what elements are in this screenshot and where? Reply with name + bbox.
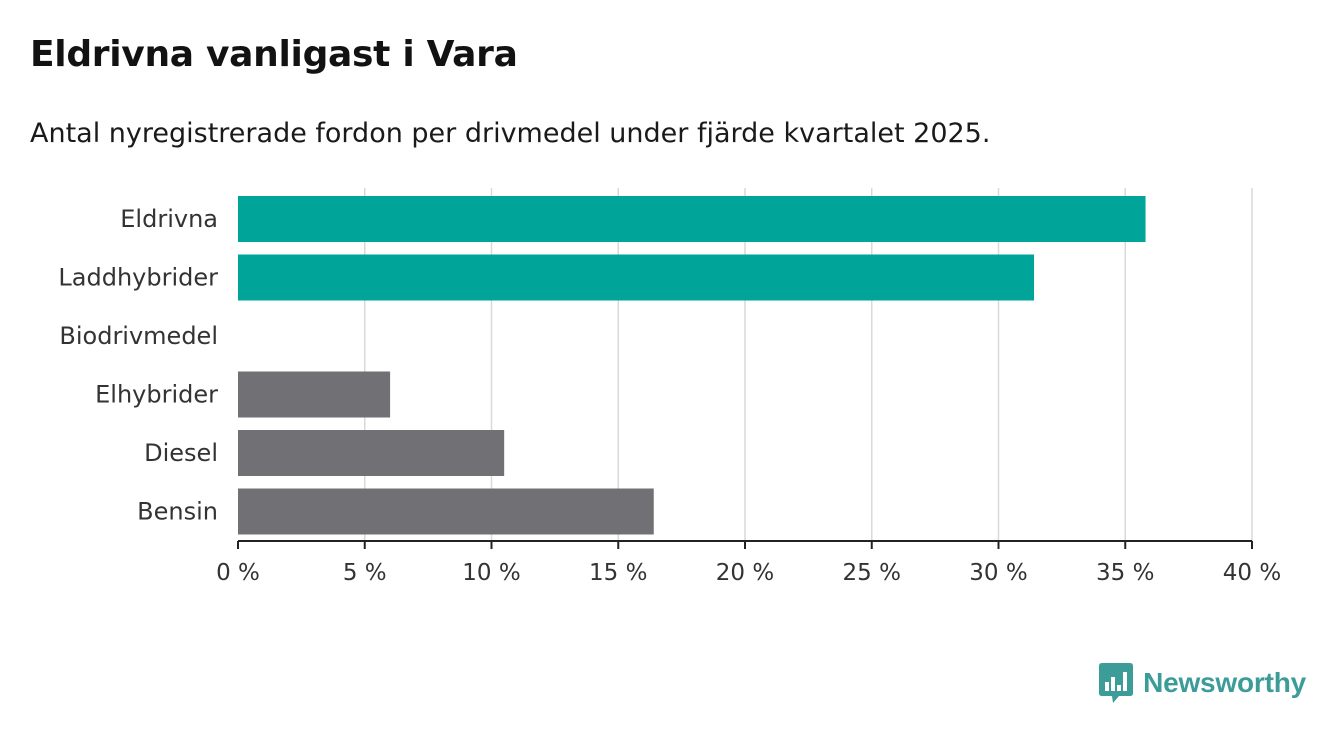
bar-chart-speech-bubble-icon bbox=[1099, 663, 1134, 703]
category-label: Bensin bbox=[137, 498, 218, 526]
x-tick-label: 40 % bbox=[1223, 560, 1281, 586]
category-label: Laddhybrider bbox=[58, 264, 218, 292]
category-label: Elhybrider bbox=[95, 381, 218, 409]
x-tick-label: 25 % bbox=[843, 560, 901, 586]
category-label: Diesel bbox=[144, 439, 218, 467]
x-tick-label: 5 % bbox=[343, 560, 387, 586]
x-tick-label: 30 % bbox=[969, 560, 1027, 586]
x-tick-label: 10 % bbox=[462, 560, 520, 586]
x-tick-label: 20 % bbox=[716, 560, 774, 586]
x-tick-label: 15 % bbox=[589, 560, 647, 586]
bar-eldrivna bbox=[238, 196, 1146, 242]
bar-bensin bbox=[238, 488, 654, 535]
x-tick-label: 35 % bbox=[1096, 560, 1154, 586]
category-label: Biodrivmedel bbox=[59, 322, 218, 350]
x-axis: 0 % 5 % 10 % 15 % 20 % 25 % 30 % 35 % 40 % bbox=[216, 540, 1281, 586]
gridlines bbox=[364, 188, 1253, 541]
chart-title: Eldrivna vanligast i Vara bbox=[30, 34, 518, 75]
category-labels: Eldrivna Laddhybrider Biodrivmedel Elhybrid… bbox=[58, 205, 218, 526]
chart-subtitle: Antal nyregistrerade fordon per drivmede… bbox=[30, 118, 991, 149]
bar-laddhybrider bbox=[238, 254, 1034, 301]
category-label: Eldrivna bbox=[120, 205, 218, 233]
brand-name: Newsworthy bbox=[1143, 667, 1306, 698]
newsworthy-logo: Newsworthy bbox=[1099, 663, 1306, 703]
bar-elhybrider bbox=[238, 371, 391, 418]
bars bbox=[238, 196, 1146, 535]
bar-diesel bbox=[238, 430, 505, 476]
x-tick-label: 0 % bbox=[216, 560, 260, 586]
